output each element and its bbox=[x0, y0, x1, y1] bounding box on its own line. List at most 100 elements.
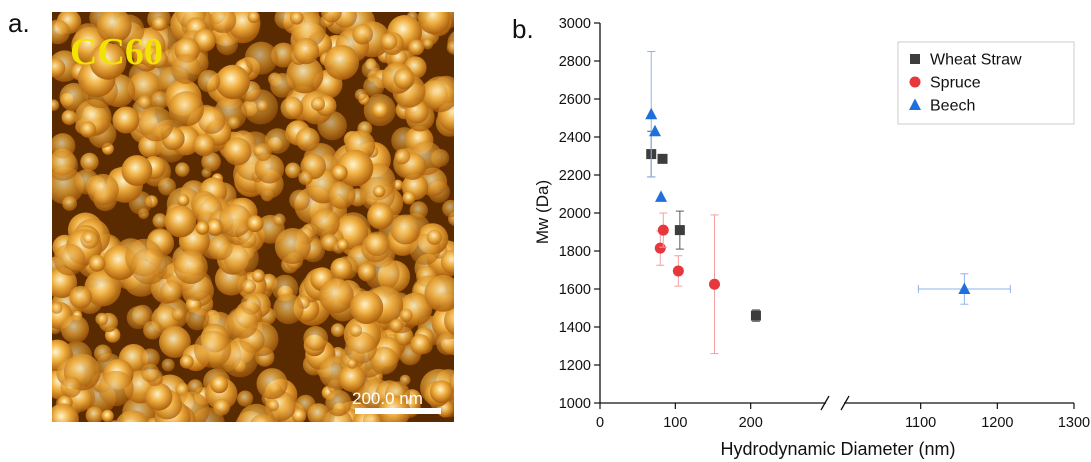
legend-label: Wheat Straw bbox=[930, 52, 1022, 69]
afm-grain bbox=[251, 269, 265, 283]
afm-grain bbox=[330, 323, 345, 337]
afm-grain bbox=[370, 346, 398, 375]
data-point bbox=[655, 190, 668, 202]
afm-grain bbox=[140, 348, 160, 368]
afm-grain bbox=[80, 230, 99, 249]
afm-grain bbox=[95, 312, 109, 326]
afm-grain bbox=[52, 302, 63, 314]
afm-grain bbox=[264, 128, 291, 154]
data-point bbox=[648, 124, 661, 137]
afm-grains bbox=[52, 12, 454, 422]
scale-bar bbox=[355, 408, 441, 414]
scale-bar-label: 200.0 nm bbox=[352, 389, 423, 408]
afm-grain bbox=[393, 68, 415, 90]
afm-grain bbox=[80, 152, 99, 172]
afm-grain bbox=[160, 280, 183, 304]
afm-grain bbox=[293, 38, 320, 65]
afm-grain bbox=[193, 134, 216, 157]
afm-grain bbox=[241, 279, 256, 294]
panel-b-label: b. bbox=[512, 14, 534, 44]
afm-grain bbox=[424, 275, 454, 312]
afm-grain bbox=[321, 12, 342, 23]
afm-grain bbox=[399, 308, 413, 322]
data-point bbox=[657, 224, 669, 236]
afm-grain bbox=[285, 162, 301, 179]
afm-grain bbox=[273, 213, 286, 226]
afm-grain bbox=[173, 250, 208, 284]
data-point bbox=[750, 310, 761, 321]
afm-grain bbox=[98, 370, 134, 407]
afm-grain bbox=[144, 383, 173, 411]
x-tick-label: 200 bbox=[739, 415, 763, 431]
axis-break-mark bbox=[820, 395, 830, 411]
afm-grain bbox=[115, 410, 150, 422]
afm-grain bbox=[79, 121, 96, 138]
afm-grain bbox=[354, 88, 367, 101]
afm-grain bbox=[126, 306, 150, 330]
afm-grain bbox=[152, 213, 168, 229]
afm-grain bbox=[246, 215, 264, 233]
y-axis-label: Mw (Da) bbox=[533, 180, 552, 244]
afm-grain bbox=[244, 41, 278, 75]
afm-grain bbox=[141, 363, 160, 383]
afm-grain bbox=[371, 101, 389, 120]
afm-grain bbox=[237, 390, 254, 407]
afm-grain bbox=[345, 331, 377, 364]
x-tick-label: 100 bbox=[663, 415, 687, 431]
afm-grain bbox=[247, 12, 260, 23]
afm-grain bbox=[336, 238, 349, 251]
afm-grain bbox=[280, 96, 304, 120]
afm-grain bbox=[226, 306, 259, 339]
afm-grain bbox=[327, 181, 356, 209]
afm-grain bbox=[60, 376, 82, 398]
afm-grain bbox=[338, 364, 366, 392]
afm-grain bbox=[430, 380, 453, 404]
afm-grain bbox=[324, 44, 360, 80]
afm-grain bbox=[52, 58, 66, 78]
data-point bbox=[657, 153, 668, 164]
afm-grain bbox=[389, 318, 404, 333]
afm-grain bbox=[216, 33, 239, 56]
afm-grain bbox=[62, 196, 77, 211]
afm-grain bbox=[408, 39, 425, 56]
afm-grain bbox=[380, 32, 398, 50]
afm-grain bbox=[291, 408, 307, 422]
afm-grain bbox=[311, 96, 325, 111]
afm-grain bbox=[273, 293, 304, 325]
x-tick-label: 1300 bbox=[1058, 415, 1090, 431]
afm-grain bbox=[215, 64, 250, 100]
afm-grain bbox=[87, 173, 119, 206]
afm-grain bbox=[270, 73, 295, 98]
scatter-chart: 1000120014001600180020002200240026002800… bbox=[533, 16, 1090, 459]
afm-grain bbox=[363, 76, 385, 98]
afm-grain bbox=[364, 255, 400, 292]
afm-grain bbox=[185, 307, 210, 331]
afm-grain bbox=[176, 194, 190, 207]
afm-grain bbox=[402, 191, 416, 205]
afm-grain bbox=[137, 95, 152, 110]
afm-grain bbox=[52, 19, 71, 45]
afm-grain bbox=[325, 389, 352, 417]
afm-grain bbox=[289, 189, 310, 211]
afm-grain bbox=[197, 106, 226, 134]
y-tick-label: 1000 bbox=[559, 396, 591, 412]
afm-grain bbox=[171, 307, 185, 321]
afm-grain bbox=[289, 12, 304, 25]
afm-grain bbox=[394, 148, 411, 165]
afm-grain bbox=[168, 91, 204, 127]
legend-marker bbox=[909, 76, 921, 88]
afm-grain bbox=[149, 50, 168, 69]
afm-grain bbox=[373, 185, 386, 198]
afm-grain bbox=[298, 170, 313, 186]
afm-grain bbox=[364, 231, 390, 257]
afm-grain bbox=[350, 290, 384, 324]
afm-grain bbox=[347, 358, 358, 369]
afm-grain bbox=[85, 406, 104, 422]
afm-grain bbox=[446, 40, 454, 55]
data-point bbox=[674, 225, 685, 236]
y-tick-label: 2400 bbox=[559, 130, 591, 146]
afm-grain bbox=[390, 214, 421, 245]
x-tick-label: 0 bbox=[596, 415, 604, 431]
afm-grain bbox=[319, 278, 354, 314]
afm-grain bbox=[227, 116, 240, 130]
